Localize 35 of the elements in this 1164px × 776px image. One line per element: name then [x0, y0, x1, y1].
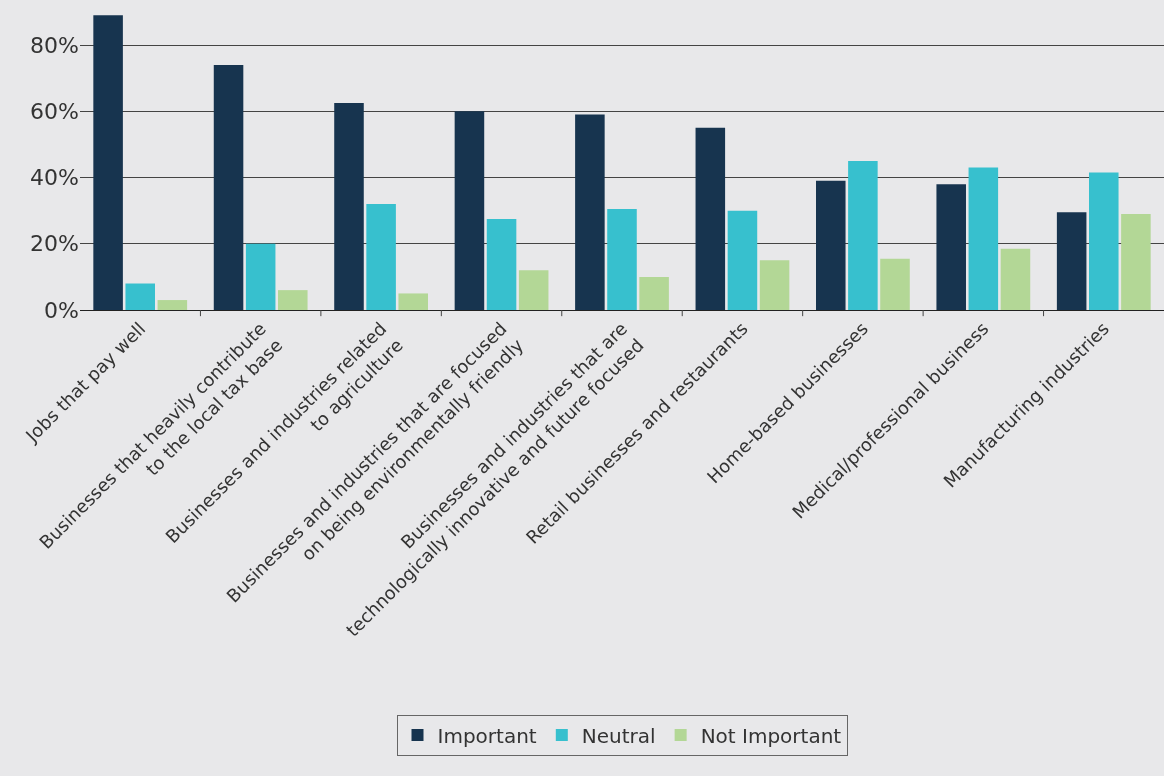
bar [454, 111, 485, 310]
bar [968, 167, 999, 310]
bar [1056, 212, 1087, 310]
bar [880, 258, 910, 310]
bar [936, 184, 966, 310]
bar [759, 260, 790, 310]
bar [639, 276, 669, 310]
bar [518, 270, 549, 310]
bar [607, 208, 637, 310]
bar [245, 243, 276, 310]
bar [575, 114, 605, 310]
bar [695, 127, 726, 310]
y-tick-label: 60% [30, 98, 79, 124]
bar [93, 15, 123, 310]
bar [125, 283, 155, 310]
bar [486, 218, 517, 310]
legend-label: Neutral [581, 723, 656, 748]
bar [1121, 213, 1151, 310]
bar [816, 180, 846, 310]
y-tick-label: 80% [30, 32, 79, 58]
bar [157, 300, 188, 310]
bar [366, 204, 396, 310]
bar [848, 160, 878, 310]
legend-label: Not Important [700, 723, 842, 748]
bar [727, 210, 758, 310]
bar [213, 64, 244, 310]
legend-label: Important [437, 723, 537, 748]
bar [1089, 172, 1119, 310]
bar [398, 293, 428, 310]
bar [334, 103, 364, 310]
bar [278, 290, 308, 310]
y-tick-label: 0% [44, 297, 79, 323]
y-tick-label: 40% [30, 165, 79, 191]
bar [1000, 248, 1031, 310]
y-tick-label: 20% [30, 231, 79, 257]
